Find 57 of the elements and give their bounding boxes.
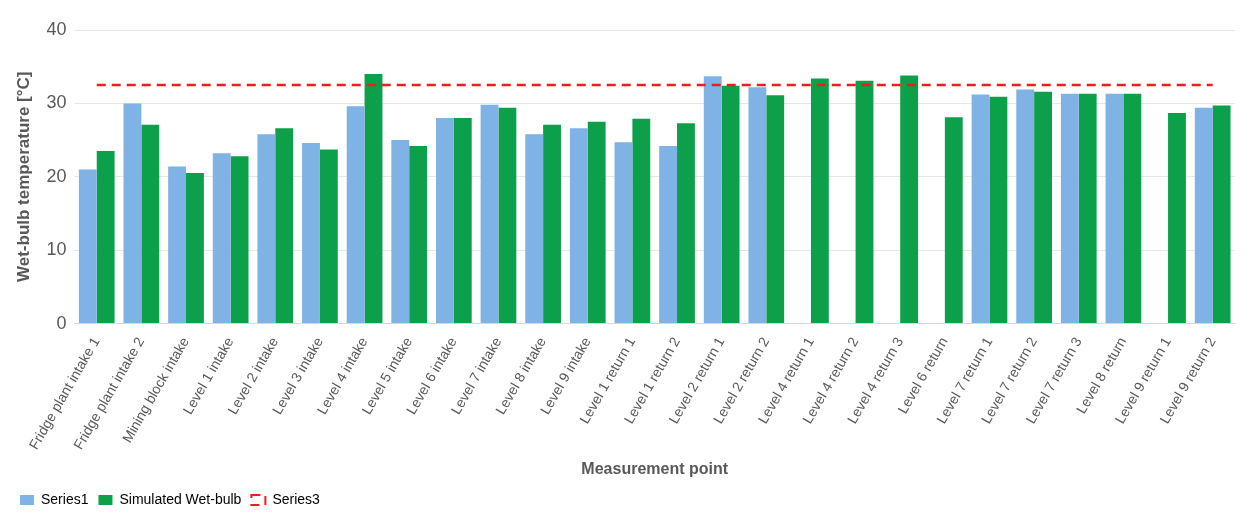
bar (346, 106, 365, 324)
bar (659, 145, 678, 324)
bar (141, 124, 160, 324)
x-axis-title: Measurement point (581, 459, 729, 477)
bar (569, 128, 588, 324)
bar (230, 156, 249, 324)
bar (971, 94, 990, 324)
bar (96, 151, 115, 324)
bar (257, 134, 276, 324)
bar (1194, 107, 1213, 324)
legend-label: Simulated Wet-bulb (119, 490, 242, 507)
bar (944, 117, 963, 324)
bar (498, 107, 517, 324)
bar (302, 143, 320, 324)
bar (1034, 91, 1052, 324)
bar (168, 166, 187, 324)
bar (1168, 112, 1186, 324)
bar (186, 173, 204, 324)
bar (212, 153, 231, 324)
bar (453, 118, 472, 324)
bar (409, 145, 428, 324)
y-tick-label: 20 (46, 165, 67, 186)
bar (989, 96, 1008, 324)
bar (748, 87, 767, 324)
bar (543, 124, 561, 324)
bar (703, 76, 722, 324)
bar (1078, 93, 1097, 324)
bar (525, 134, 544, 324)
bar (78, 169, 97, 324)
bar (364, 74, 383, 324)
bar (480, 104, 499, 324)
bar (319, 149, 338, 324)
y-tick-label: 10 (46, 239, 67, 260)
bar (123, 103, 142, 324)
y-axis-title: Wet-bulb temperature [°C] (13, 71, 33, 283)
bar (632, 118, 651, 324)
bar (1105, 93, 1124, 324)
bar (766, 95, 785, 324)
bar (275, 128, 294, 324)
bar (810, 78, 829, 324)
bar (1212, 105, 1231, 324)
legend-label: Series3 (272, 490, 321, 507)
bar (677, 123, 695, 324)
bar (1060, 93, 1079, 324)
bar (1016, 89, 1035, 324)
bar (587, 121, 606, 324)
y-tick-label: 40 (46, 18, 67, 39)
legend-label: Series1 (41, 490, 89, 507)
bar (721, 85, 740, 324)
bar (435, 118, 454, 324)
bar (391, 140, 410, 324)
bar (855, 80, 874, 324)
bar (900, 75, 919, 324)
y-tick-label: 30 (46, 92, 67, 113)
bar (614, 142, 633, 324)
y-tick-label: 0 (56, 312, 67, 333)
bar (1123, 93, 1142, 324)
